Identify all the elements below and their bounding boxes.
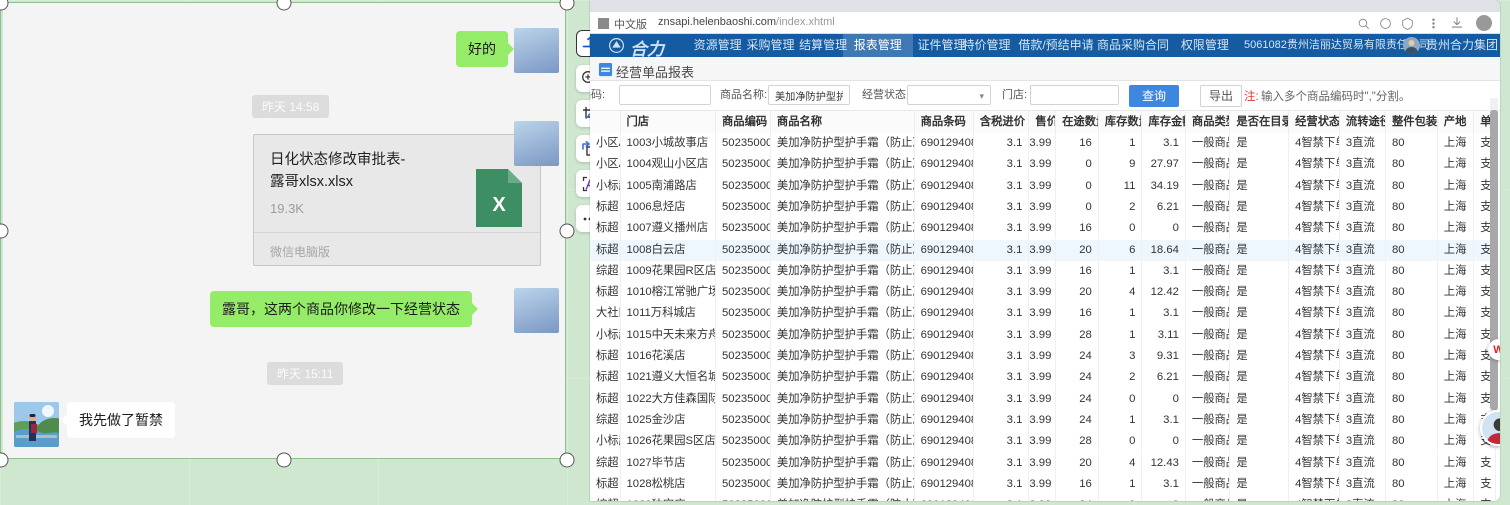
svg-text:X: X bbox=[492, 194, 506, 216]
